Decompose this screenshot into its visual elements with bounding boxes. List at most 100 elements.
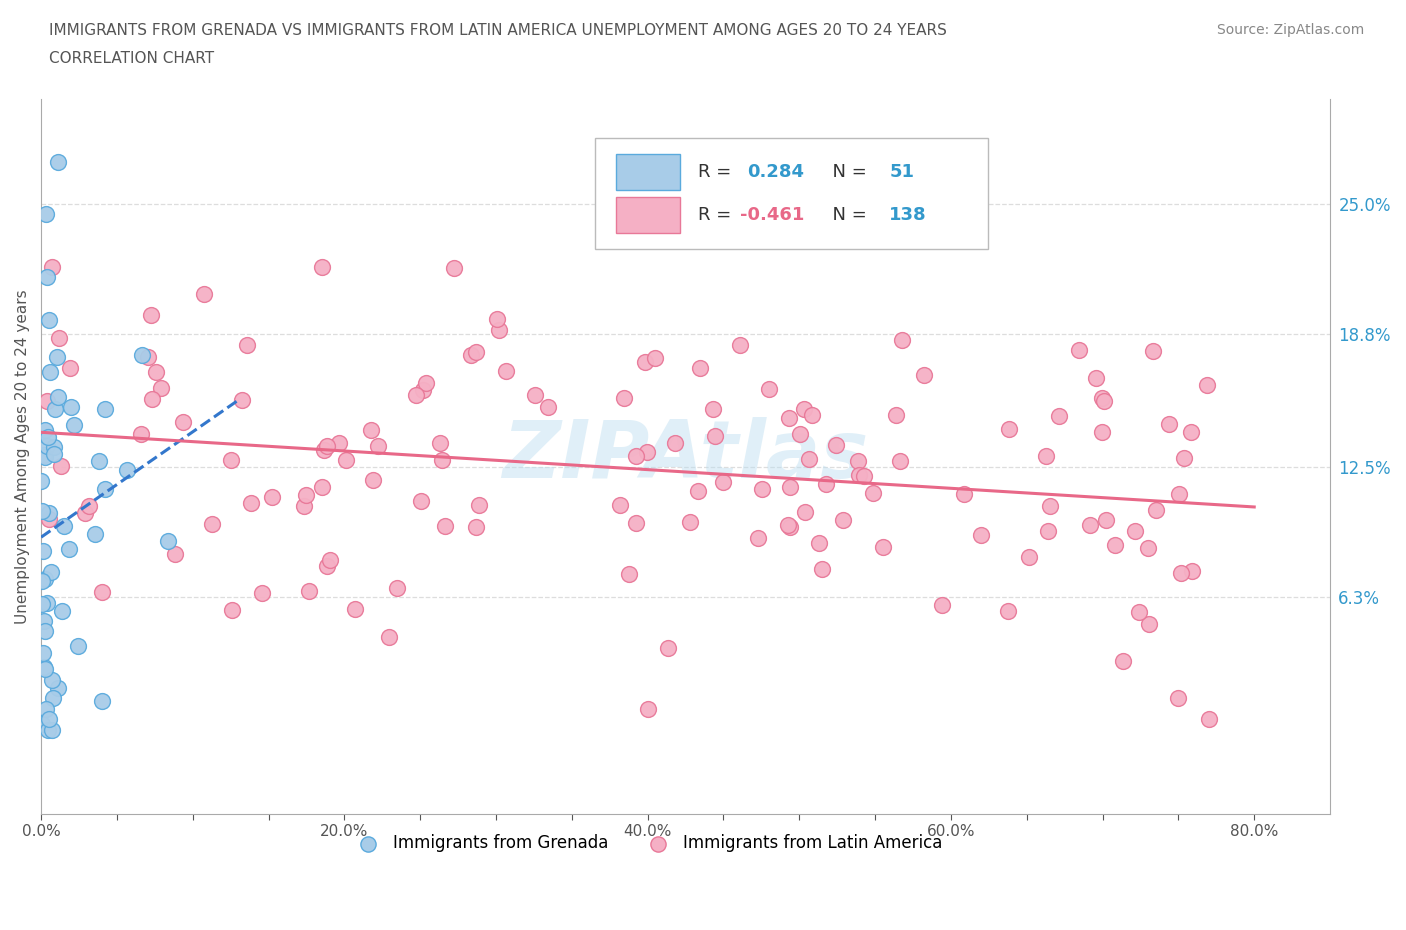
Point: [38, 711, 60, 726]
Point: [44, 440, 66, 455]
Point: [624, 448, 647, 463]
Point: [79, 498, 101, 513]
Point: [814, 477, 837, 492]
Point: [1137, 617, 1160, 631]
Point: [1104, 538, 1126, 552]
Point: [295, 487, 318, 502]
Point: [60, 400, 83, 415]
Point: [1159, 417, 1181, 432]
Point: [801, 407, 824, 422]
Point: [644, 351, 666, 365]
Point: [747, 530, 769, 545]
Point: [385, 580, 408, 595]
Point: [912, 367, 935, 382]
Point: [141, 308, 163, 323]
Point: [1181, 564, 1204, 578]
Text: ZIPAtlas: ZIPAtlas: [502, 418, 869, 496]
Point: [335, 452, 357, 467]
Point: [31, 716, 53, 731]
Point: [32, 659, 55, 674]
Point: [38, 512, 60, 526]
Point: [141, 392, 163, 406]
Point: [37, 438, 59, 453]
Point: [1085, 370, 1108, 385]
Point: [298, 584, 321, 599]
Point: [997, 421, 1019, 436]
Point: [1047, 409, 1070, 424]
Point: [679, 514, 702, 529]
Point: [250, 586, 273, 601]
Point: [862, 485, 884, 500]
Point: [37, 723, 59, 737]
FancyBboxPatch shape: [616, 154, 681, 191]
Point: [1036, 524, 1059, 538]
Text: R =: R =: [699, 206, 738, 224]
Text: 0.284: 0.284: [748, 164, 804, 181]
Point: [314, 443, 336, 458]
Point: [37, 430, 59, 445]
Point: [702, 402, 724, 417]
Point: [536, 400, 558, 415]
Point: [311, 259, 333, 274]
Point: [239, 496, 262, 511]
Point: [799, 451, 821, 466]
Point: [523, 387, 546, 402]
Point: [46, 389, 69, 404]
Point: [46, 154, 69, 169]
Point: [460, 347, 482, 362]
Point: [807, 536, 830, 551]
Point: [201, 517, 224, 532]
Point: [31, 574, 53, 589]
FancyBboxPatch shape: [616, 197, 681, 233]
Point: [1198, 711, 1220, 726]
Point: [91, 585, 114, 600]
Point: [613, 391, 636, 405]
Point: [34, 449, 56, 464]
Point: [260, 490, 283, 505]
Point: [328, 435, 350, 450]
Point: [758, 382, 780, 397]
Point: [793, 504, 815, 519]
Point: [1092, 393, 1115, 408]
Point: [776, 517, 799, 532]
Point: [853, 469, 876, 484]
Point: [378, 630, 401, 644]
Point: [488, 322, 510, 337]
Point: [34, 624, 56, 639]
Point: [1170, 565, 1192, 580]
Point: [31, 504, 53, 519]
Point: [39, 365, 62, 379]
Point: [38, 312, 60, 327]
Point: [619, 566, 641, 581]
Point: [31, 473, 53, 488]
Point: [430, 452, 453, 467]
Point: [48, 330, 70, 345]
Point: [689, 360, 711, 375]
Point: [1078, 518, 1101, 533]
Point: [46, 350, 69, 365]
Point: [779, 479, 801, 494]
Point: [728, 338, 751, 352]
Point: [156, 534, 179, 549]
Point: [468, 498, 491, 512]
Text: -0.461: -0.461: [740, 206, 804, 224]
Point: [884, 407, 907, 422]
Point: [34, 422, 56, 437]
Point: [831, 512, 853, 527]
Point: [1180, 424, 1202, 439]
Text: IMMIGRANTS FROM GRENADA VS IMMIGRANTS FROM LATIN AMERICA UNEMPLOYMENT AMONG AGES: IMMIGRANTS FROM GRENADA VS IMMIGRANTS FR…: [49, 23, 948, 38]
Point: [49, 458, 72, 473]
Point: [1091, 390, 1114, 405]
Point: [165, 547, 187, 562]
Point: [846, 453, 869, 468]
Point: [1195, 377, 1218, 392]
Point: [634, 354, 657, 369]
Point: [221, 603, 243, 618]
Point: [51, 604, 73, 618]
Point: [1128, 604, 1150, 619]
Point: [32, 614, 55, 629]
Point: [34, 661, 56, 676]
Point: [94, 402, 117, 417]
Point: [62, 417, 84, 432]
Point: [1112, 654, 1135, 669]
